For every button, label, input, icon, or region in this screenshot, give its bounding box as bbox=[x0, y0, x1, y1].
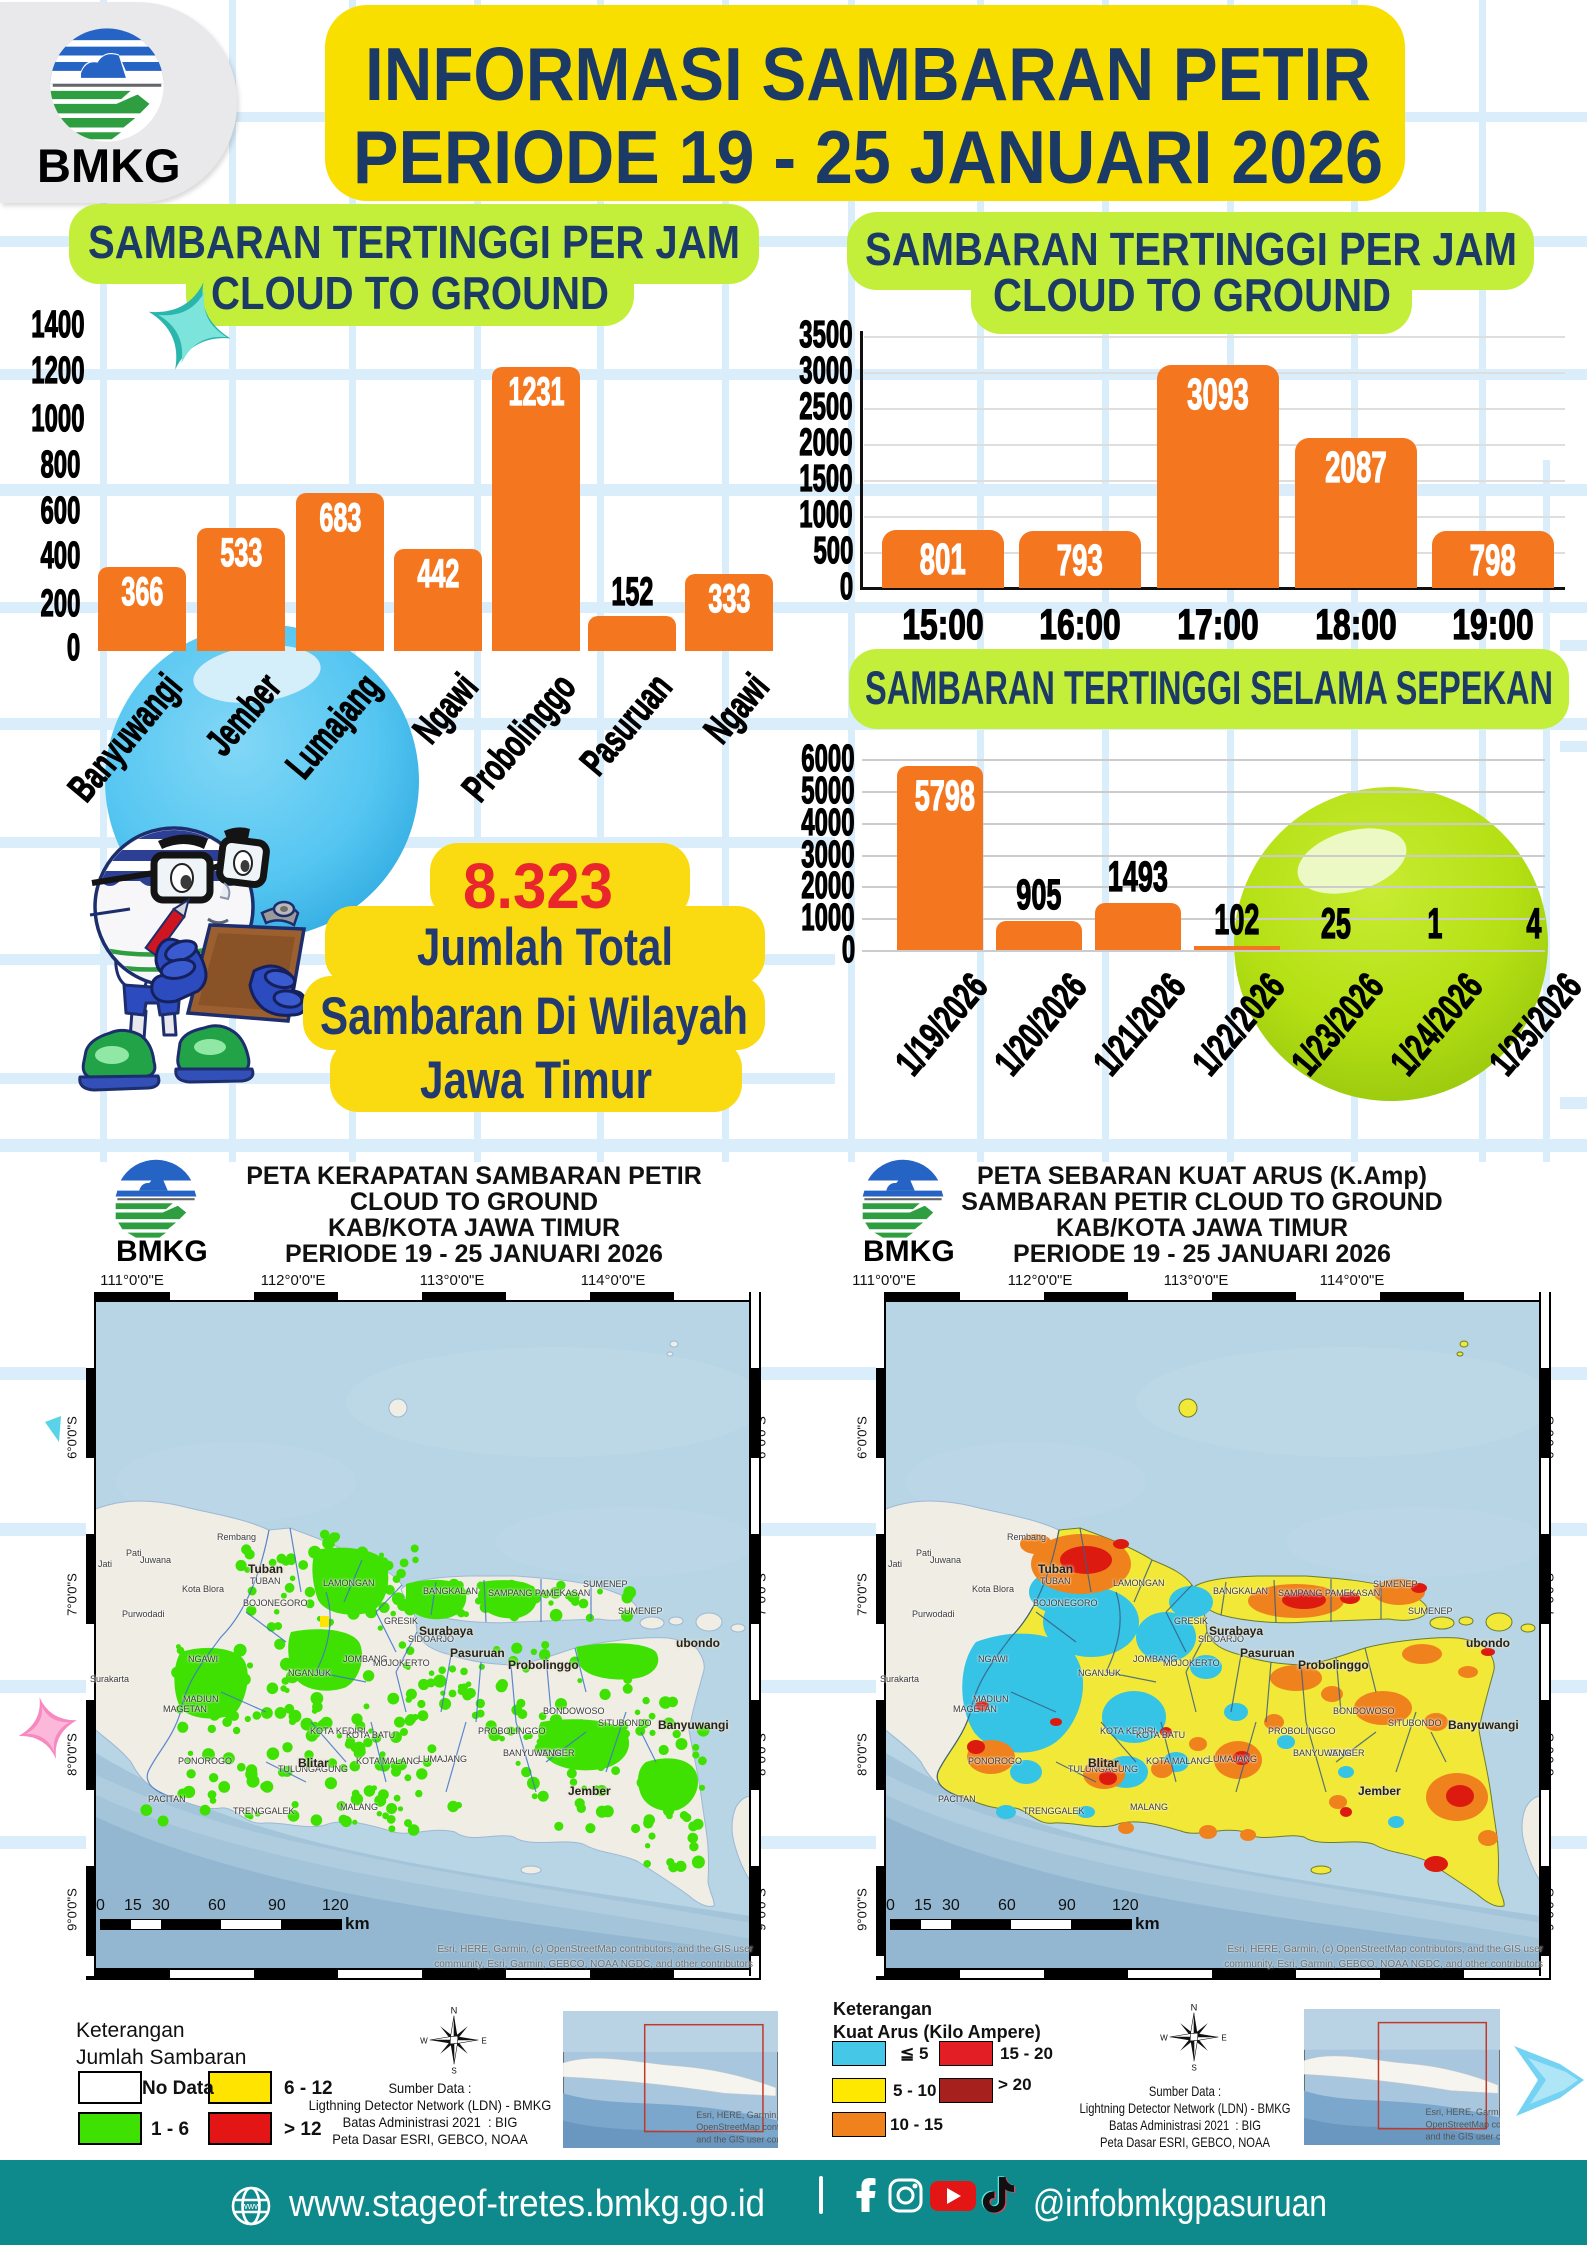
svg-text:N: N bbox=[1191, 2002, 1198, 2012]
svg-text:N: N bbox=[451, 2005, 458, 2015]
svg-text:OpenStreetMap contributors,: OpenStreetMap contributors, bbox=[1426, 2119, 1500, 2129]
svg-text:S: S bbox=[1191, 2064, 1197, 2073]
svg-text:W: W bbox=[420, 2036, 428, 2045]
svg-text:Esri, HERE, Garmin, (c): Esri, HERE, Garmin, (c) bbox=[696, 2110, 778, 2120]
svg-text:S: S bbox=[451, 2067, 457, 2076]
svg-text:www: www bbox=[240, 2201, 261, 2211]
svg-text:E: E bbox=[1221, 2033, 1227, 2042]
svg-text:and the GIS user community: and the GIS user community bbox=[1426, 2132, 1500, 2142]
svg-text:Esri, HERE, Garmin, (c): Esri, HERE, Garmin, (c) bbox=[1426, 2107, 1500, 2117]
svg-text:E: E bbox=[481, 2036, 487, 2045]
svg-text:OpenStreetMap contributors,: OpenStreetMap contributors, bbox=[696, 2122, 778, 2132]
svg-text:and the GIS user community: and the GIS user community bbox=[696, 2135, 778, 2145]
svg-text:W: W bbox=[1160, 2033, 1168, 2042]
